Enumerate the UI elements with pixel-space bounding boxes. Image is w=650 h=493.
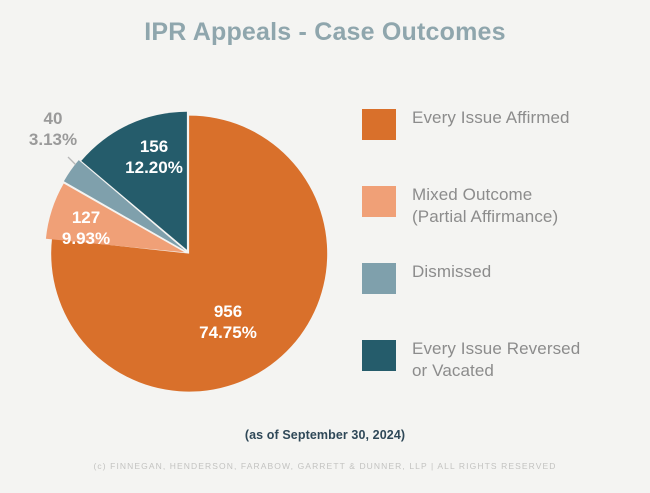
- copyright-notice: (c) FINNEGAN, HENDERSON, FARABOW, GARRET…: [93, 461, 557, 471]
- legend-item-mixed-outcome[interactable]: Mixed Outcome (Partial Affirmance): [362, 182, 637, 259]
- chart-legend: Every Issue Affirmed Mixed Outcome (Part…: [362, 105, 637, 413]
- legend-item-dismissed[interactable]: Dismissed: [362, 259, 637, 336]
- pie-chart-svg: 956 74.75% 127 9.93% 40 3.13% 156 12.20%: [29, 109, 328, 392]
- slice-label-reversed-count: 156: [140, 137, 168, 156]
- pie-slice-every-issue-affirmed[interactable]: [51, 115, 328, 392]
- slice-label-dismissed-count: 40: [44, 109, 63, 128]
- legend-swatch-icon: [362, 186, 396, 217]
- slice-label-affirmed-count: 956: [214, 302, 242, 321]
- dismissed-leader-line: [67, 156, 76, 165]
- as-of-date-note: (as of September 30, 2024): [244, 428, 406, 442]
- legend-swatch-icon: [362, 340, 396, 371]
- slice-label-affirmed-percent: 74.75%: [199, 323, 257, 342]
- legend-item-label: Mixed Outcome (Partial Affirmance): [412, 185, 559, 226]
- page-title: IPR Appeals - Case Outcomes: [144, 18, 506, 46]
- legend-item-label: Every Issue Reversed or Vacated: [412, 339, 581, 380]
- legend-item-label: Every Issue Affirmed: [412, 108, 570, 127]
- legend-swatch-icon: [362, 263, 396, 294]
- slice-label-reversed-percent: 12.20%: [125, 158, 183, 177]
- slice-label-mixed-count: 127: [72, 208, 100, 227]
- legend-item-label: Dismissed: [412, 262, 492, 281]
- legend-item-every-issue-reversed[interactable]: Every Issue Reversed or Vacated: [362, 336, 637, 413]
- pie-slice-dismissed[interactable]: [63, 160, 186, 251]
- slice-label-mixed-percent: 9.93%: [62, 229, 110, 248]
- pie-slice-mixed-outcome[interactable]: [45, 183, 185, 253]
- slice-label-dismissed-percent: 3.13%: [29, 130, 77, 149]
- pie-slice-every-issue-reversed[interactable]: [81, 111, 187, 250]
- legend-item-every-issue-affirmed[interactable]: Every Issue Affirmed: [362, 105, 637, 182]
- legend-swatch-icon: [362, 109, 396, 140]
- pie-chart: 956 74.75% 127 9.93% 40 3.13% 156 12.20%: [20, 95, 350, 405]
